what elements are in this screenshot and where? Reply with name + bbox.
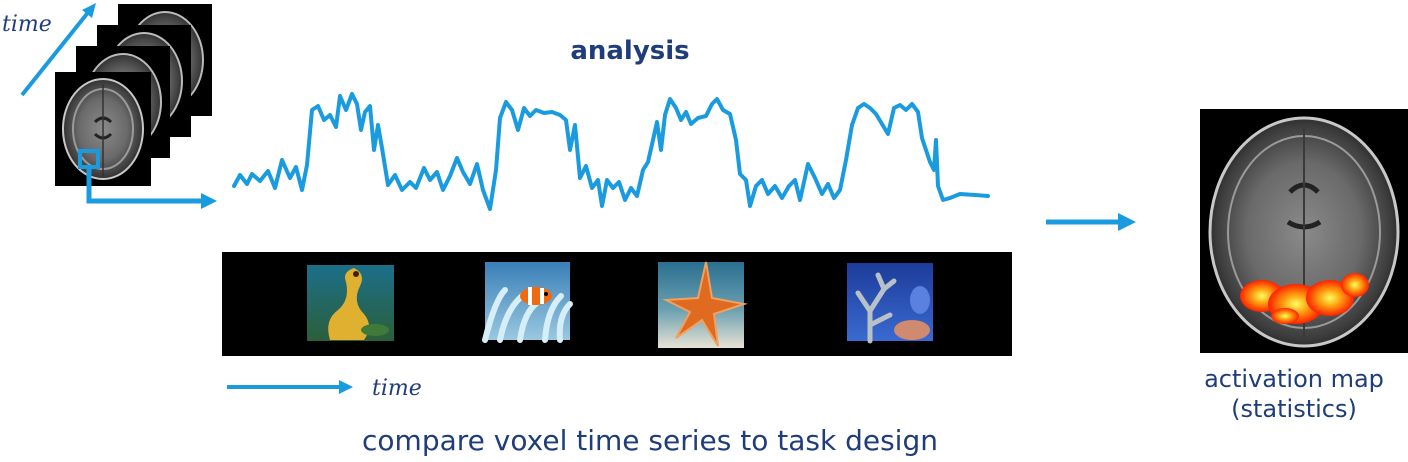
activation-map [1200, 109, 1408, 353]
mri-slice-stack [55, 4, 212, 186]
stimulus-coral [847, 263, 933, 344]
activation-map-label-line2: (statistics) [1231, 395, 1357, 423]
stimulus-starfish [658, 261, 748, 348]
time-label-bottom: time [372, 376, 422, 401]
stimulus-seahorse [307, 265, 394, 341]
stimulus-clownfish [482, 262, 573, 343]
activation-blob [1240, 273, 1369, 324]
analysis-title: analysis [570, 36, 690, 66]
voxel-connector-arrow [86, 167, 217, 209]
time-label-top: time [2, 12, 52, 37]
time-arrow-top [20, 3, 96, 97]
voxel-time-series [232, 92, 990, 211]
activation-map-label: activation map (statistics) [1180, 364, 1408, 424]
time-arrow-bottom [227, 380, 353, 394]
mri-slice-front [55, 72, 151, 186]
result-arrow [1046, 213, 1136, 231]
caption: compare voxel time series to task design [362, 424, 938, 457]
activation-map-label-line1: activation map [1204, 365, 1384, 393]
stimulus-strip [222, 252, 1012, 356]
